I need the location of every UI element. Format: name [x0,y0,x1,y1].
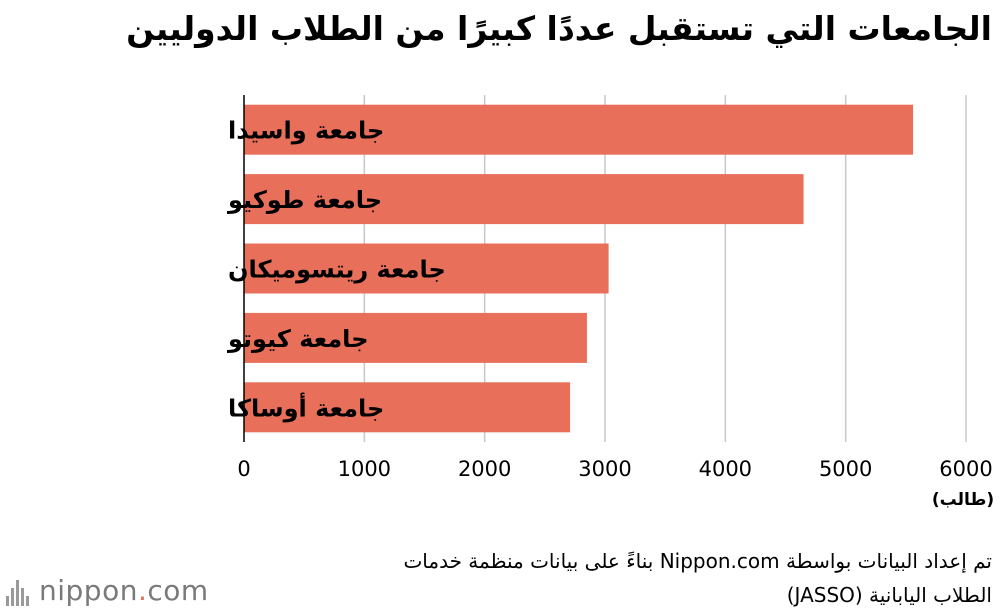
x-tick-label: 0 [237,457,250,481]
category-label: جامعة كيوتو [227,325,368,353]
source-line-1: تم إعداد البيانات بواسطة Nippon.com بناء… [403,549,992,573]
x-tick-label: 1000 [338,457,391,481]
x-tick-label: 2000 [458,457,511,481]
chart-title: الجامعات التي تستقبل عددًا كبيرًا من الط… [126,9,992,48]
logo-dot: . [137,574,148,607]
category-label: جامعة ريتسوميكان [228,256,446,284]
bar [244,174,804,225]
source-line-2: الطلاب اليابانية (JASSO) [786,583,992,607]
x-tick-label: 4000 [699,457,752,481]
x-tick-label: 6000 [939,457,992,481]
x-tick-label: 3000 [578,457,631,481]
logo-prefix: nippon [39,574,138,607]
bar [244,243,609,294]
nippon-logo: nippon. com [6,574,209,607]
source-note: تم إعداد البيانات بواسطة Nippon.com بناء… [292,544,992,612]
x-tick-label: 5000 [819,457,872,481]
x-axis-unit-label: (طالب) [931,490,995,510]
bar [244,104,914,155]
category-label: جامعة طوكيو [227,186,382,214]
logo-mark-icon [6,576,29,606]
bars [244,104,914,433]
bar [244,312,587,363]
category-labels: جامعة واسيدا جامعة طوكيو جامعة ريتسوميكان ج… [227,117,446,423]
logo-suffix: com [147,574,209,607]
category-label: جامعة واسيدا [228,117,384,145]
category-label: جامعة أوساكا [228,392,384,422]
x-tick-labels: 0 1000 2000 3000 4000 5000 6000 [237,457,992,481]
bar [244,382,571,433]
